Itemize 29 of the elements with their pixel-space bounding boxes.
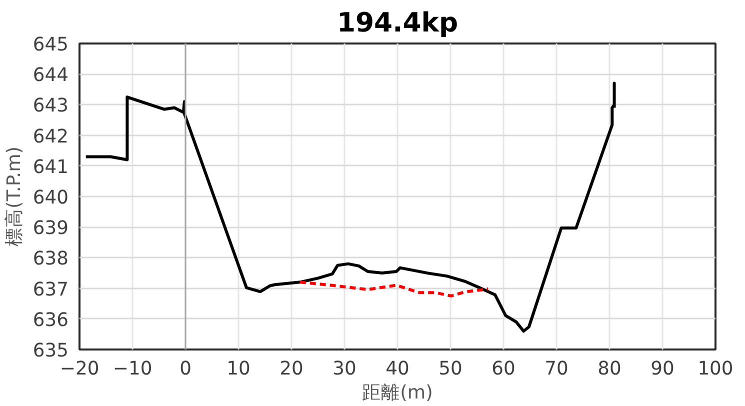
x-tick-label: 60	[492, 358, 516, 380]
x-tick-label: 90	[650, 358, 674, 380]
x-tick-label: −20	[60, 358, 100, 380]
x-tick-label: 50	[438, 358, 462, 380]
y-axis-title: 標高(T.P.m)	[2, 146, 25, 247]
chart-title: 194.4kp	[336, 8, 458, 38]
y-tick-label: 637	[32, 279, 68, 300]
y-tick-label: 642	[32, 126, 68, 148]
x-tick-label: 20	[280, 358, 304, 380]
line-series	[84, 82, 616, 333]
y-tick-label: 639	[32, 218, 68, 240]
x-tick-label: 70	[544, 358, 568, 380]
x-tick-label: 10	[226, 358, 250, 380]
line-series	[298, 280, 490, 298]
y-tick-label: 645	[32, 34, 68, 56]
x-tick-label: −10	[112, 358, 152, 380]
x-axis-title: 距離(m)	[362, 382, 433, 404]
y-tick-label: 640	[32, 188, 68, 208]
y-tick-label: 635	[32, 340, 68, 362]
y-tick-label: 641	[32, 156, 68, 178]
y-tick-label: 638	[32, 248, 68, 270]
x-tick-label: 0	[180, 358, 192, 380]
y-tick-label: 643	[32, 96, 68, 117]
x-tick-label: 80	[598, 358, 622, 380]
y-tick-label: 644	[32, 65, 68, 86]
y-tick-label: 636	[32, 310, 68, 331]
x-tick-label: 100	[698, 358, 734, 380]
x-tick-label: 40	[386, 358, 410, 380]
x-tick-label: 30	[332, 358, 356, 380]
